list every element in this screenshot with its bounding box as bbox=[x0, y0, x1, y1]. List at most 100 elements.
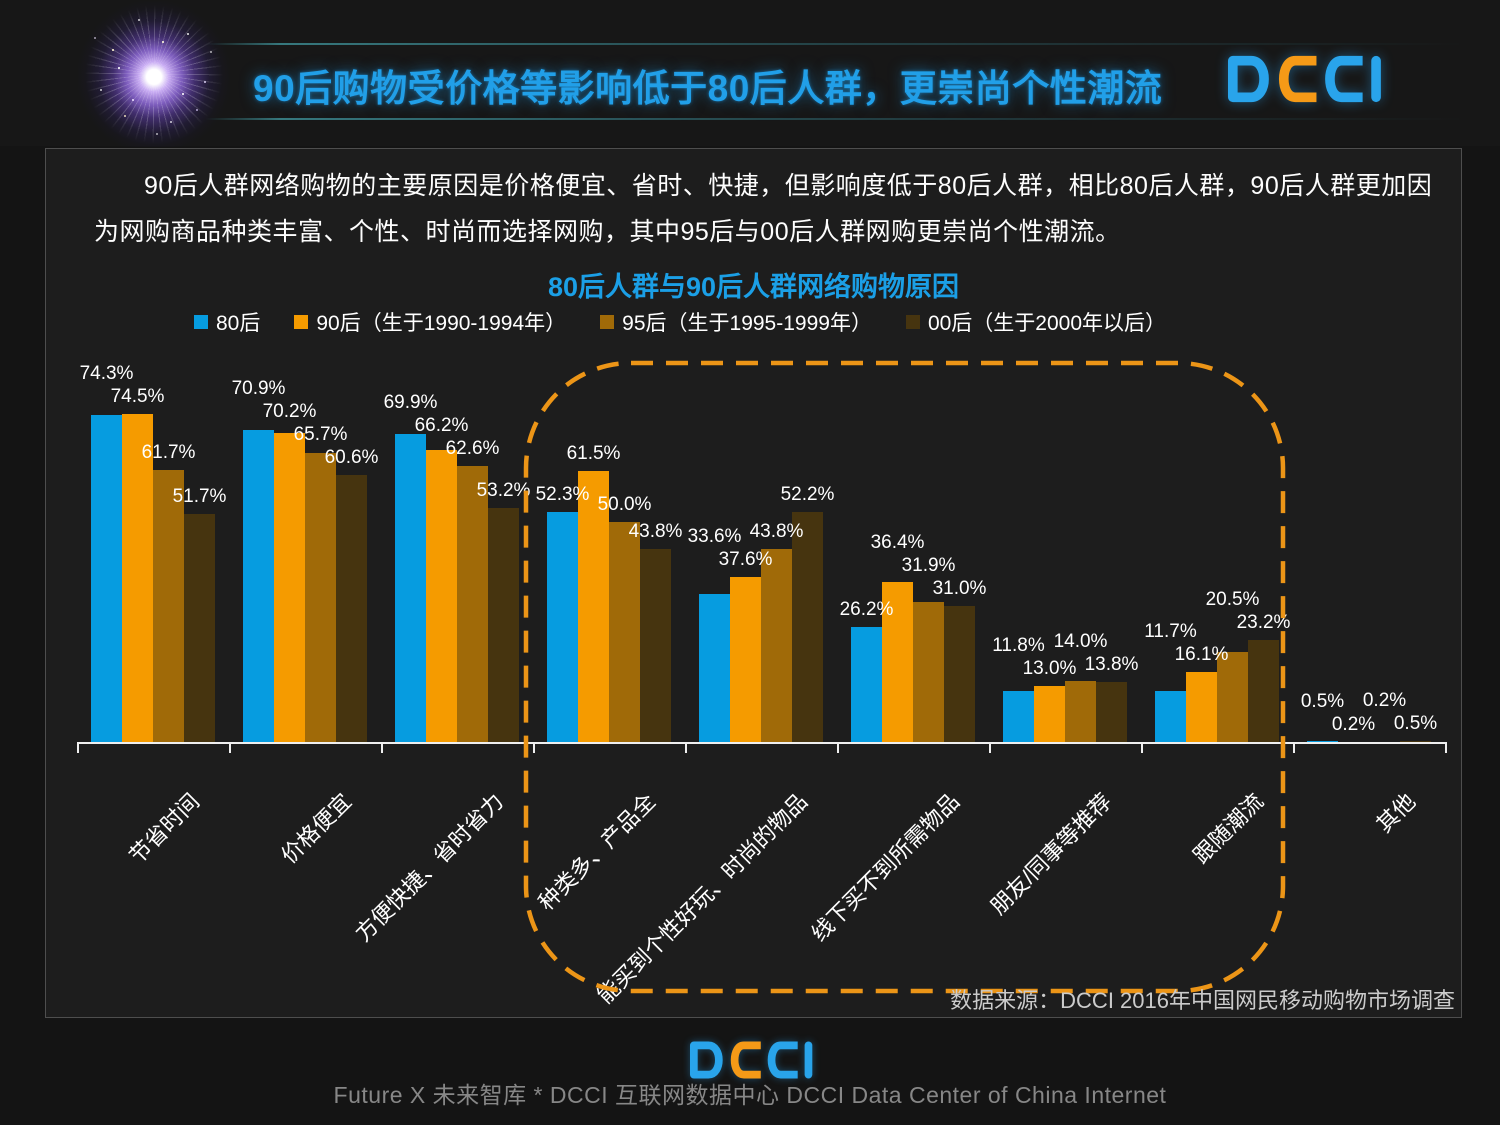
bar bbox=[426, 450, 457, 743]
logo-letter-c1 bbox=[730, 1041, 761, 1079]
bar-value-label: 0.2% bbox=[1331, 713, 1376, 735]
bar-value-label: 50.0% bbox=[597, 494, 652, 515]
bar-value-label: 0.5% bbox=[1393, 712, 1438, 734]
legend-label: 00后（生于2000年以后） bbox=[927, 312, 1167, 335]
footer-caption: Future X 未来智库 * DCCI 互联网数据中心 DCCI Data C… bbox=[333, 1082, 1167, 1108]
bar bbox=[640, 549, 671, 743]
x-axis-tick bbox=[685, 743, 687, 753]
bar bbox=[851, 627, 882, 743]
legend-item-0: 80后 bbox=[194, 307, 260, 337]
bar bbox=[699, 594, 730, 743]
bar-value-label: 51.7% bbox=[172, 486, 227, 508]
bar bbox=[274, 432, 305, 743]
bar-value-label: 74.3% bbox=[79, 362, 134, 384]
header-accent-line-top bbox=[205, 43, 1465, 45]
page-title: 90后购物受价格等影响低于80后人群，更崇尚个性潮流 bbox=[253, 68, 1163, 109]
x-axis-tick bbox=[989, 743, 991, 753]
bar-value-label: 43.8% bbox=[749, 521, 804, 543]
legend-swatch-icon bbox=[905, 315, 920, 329]
bar-value-label: 20.5% bbox=[1205, 589, 1260, 611]
bar bbox=[1400, 740, 1431, 743]
bar bbox=[91, 414, 122, 743]
bar bbox=[153, 470, 184, 743]
legend-label: 80后 bbox=[216, 312, 261, 335]
bar bbox=[1003, 690, 1034, 743]
category-label: 朋友/同事等推荐 bbox=[985, 788, 1117, 920]
bar-value-label: 14.0% bbox=[1053, 631, 1108, 652]
x-axis-line bbox=[77, 742, 1447, 744]
bar bbox=[1307, 740, 1338, 743]
category-label: 线下买不到所需物品 bbox=[806, 788, 965, 947]
bar bbox=[761, 549, 792, 743]
x-axis-tick bbox=[77, 743, 79, 753]
bar-value-label: 61.5% bbox=[566, 443, 621, 465]
bar-value-label: 61.7% bbox=[141, 442, 196, 464]
bar bbox=[913, 602, 944, 743]
legend-item-2: 95后（生于1995-1999年） bbox=[600, 307, 872, 337]
bar-value-label: 53.2% bbox=[476, 479, 531, 501]
bar-value-label: 33.6% bbox=[687, 525, 742, 547]
legend-label: 95后（生于1995-1999年） bbox=[622, 312, 872, 335]
legend-label: 90后（生于1990-1994年） bbox=[316, 312, 567, 335]
logo-letter-d bbox=[1228, 55, 1269, 103]
legend-item-1: 90后（生于1990-1994年） bbox=[294, 307, 566, 337]
logo-letter-c1 bbox=[1279, 55, 1317, 103]
bar-value-label: 11.8% bbox=[992, 634, 1045, 656]
bar bbox=[122, 413, 153, 743]
bar-value-label: 52.2% bbox=[780, 484, 835, 506]
bar bbox=[1186, 671, 1217, 743]
category-label: 节省时间 bbox=[124, 788, 205, 869]
chart-title: 80后人群与90后人群网络购物原因 bbox=[547, 272, 960, 302]
header-band: 90后购物受价格等影响低于80后人群，更崇尚个性潮流 DCCI bbox=[0, 0, 1500, 147]
logo-letter-d bbox=[690, 1041, 723, 1079]
bar bbox=[488, 507, 519, 743]
x-axis-tick bbox=[229, 743, 231, 753]
bar-value-label: 69.9% bbox=[383, 392, 438, 414]
logo-letter-c2 bbox=[767, 1041, 798, 1079]
bar bbox=[184, 514, 215, 743]
bar-value-label: 60.6% bbox=[324, 447, 379, 469]
bar bbox=[395, 434, 426, 743]
bar-chart-plot: 74.3% 74.5% 61.7% 51.7% 节省时间 70.9% 70.2% 65.7% 6… bbox=[46, 149, 1461, 1015]
bar-value-label: 31.9% bbox=[901, 554, 956, 576]
x-axis-tick bbox=[1293, 743, 1295, 753]
bar-value-label: 74.5% bbox=[110, 385, 165, 407]
dcci-logo: DCCI bbox=[1212, 54, 1394, 104]
bar-value-label: 31.0% bbox=[932, 577, 987, 599]
bar-value-label: 16.1% bbox=[1174, 643, 1229, 665]
x-axis-tick bbox=[837, 743, 839, 753]
bar-value-label: 13.8% bbox=[1084, 654, 1139, 675]
bar bbox=[305, 452, 336, 743]
bar bbox=[730, 576, 761, 743]
bar bbox=[1248, 640, 1279, 743]
bar bbox=[944, 605, 975, 743]
chart-legend: 80后 90后（生于1990-1994年） 95后（生于1995-1999年） 00后… bbox=[194, 307, 1166, 337]
bar bbox=[1096, 682, 1127, 743]
bar bbox=[547, 511, 578, 743]
data-source-note: 数据来源：DCCI 2016年中国网民移动购物市场调查 bbox=[950, 988, 1455, 1013]
intro-paragraph: 90后人群网络购物的主要原因是价格便宜、省时、快捷，但影响度低于80后人群，相比… bbox=[94, 172, 1433, 246]
bar-value-label: 70.9% bbox=[231, 378, 286, 400]
dcci-logo-footer: DCCI bbox=[678, 1040, 822, 1080]
x-axis-tick bbox=[1141, 743, 1143, 753]
legend-swatch-icon bbox=[294, 315, 309, 329]
x-axis-tick bbox=[1445, 743, 1447, 753]
bar bbox=[1155, 691, 1186, 743]
bar-value-label: 65.7% bbox=[293, 424, 348, 446]
bar-value-label: 0.2% bbox=[1362, 689, 1407, 711]
category-label: 价格便宜 bbox=[276, 788, 357, 869]
bar bbox=[609, 522, 640, 743]
legend-swatch-icon bbox=[600, 315, 615, 329]
bar-value-label: 23.2% bbox=[1236, 612, 1291, 634]
bar-value-label: 11.7% bbox=[1144, 620, 1197, 642]
bar bbox=[336, 475, 367, 743]
x-axis-tick bbox=[381, 743, 383, 753]
category-label: 跟随潮流 bbox=[1188, 788, 1269, 869]
legend-item-3: 00后（生于2000年以后） bbox=[905, 307, 1167, 337]
category-label: 其他 bbox=[1371, 788, 1421, 838]
bar-value-label: 43.8% bbox=[628, 521, 683, 543]
bar bbox=[1034, 685, 1065, 743]
bar-value-label: 36.4% bbox=[870, 531, 925, 553]
bar bbox=[792, 512, 823, 743]
bar bbox=[1065, 681, 1096, 743]
